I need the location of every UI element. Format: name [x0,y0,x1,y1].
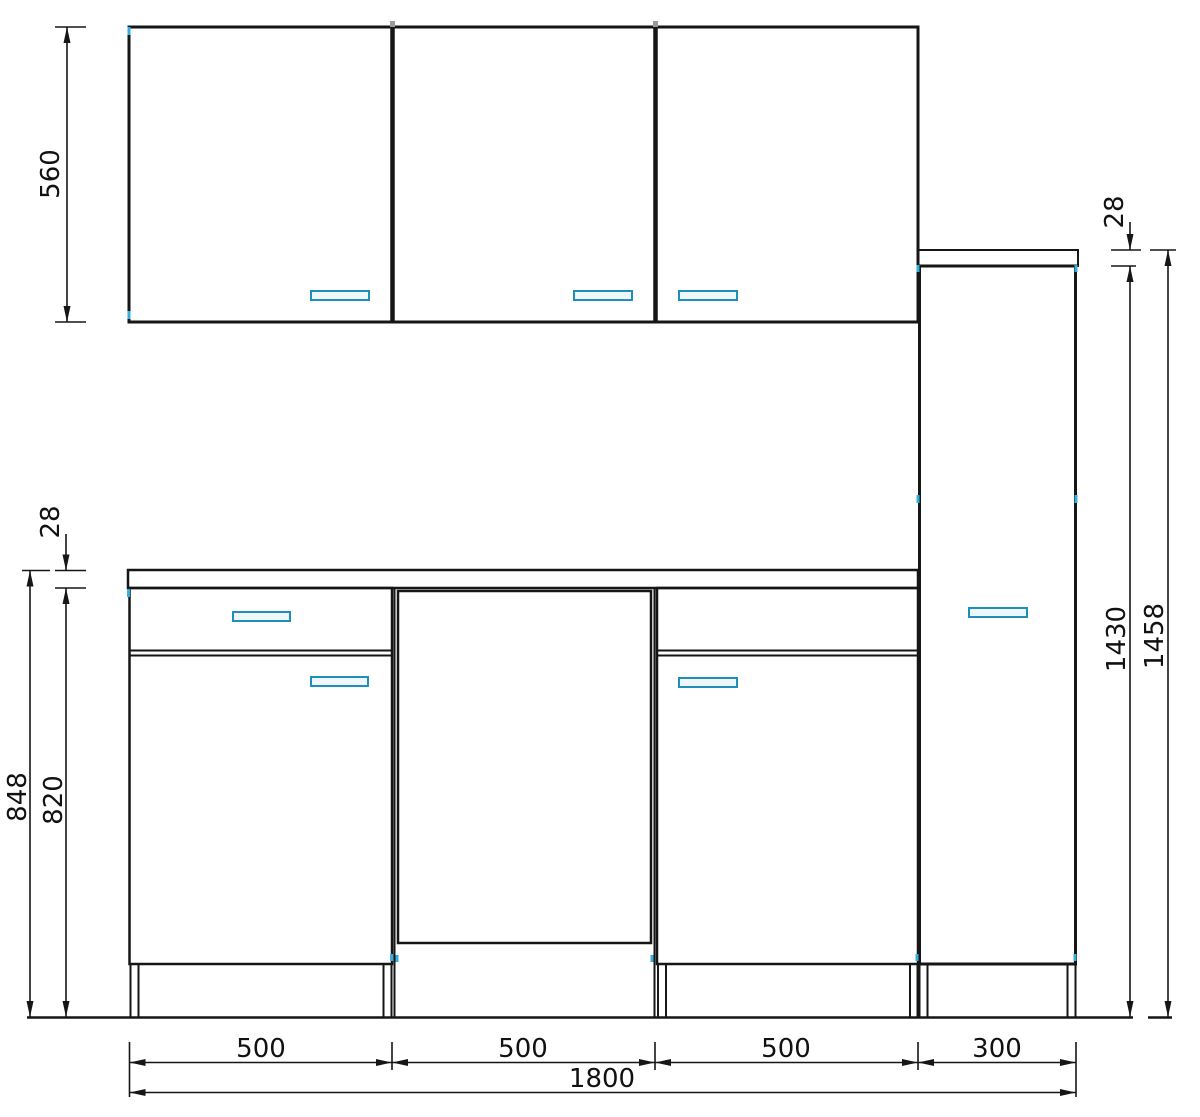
arrowhead-up [26,570,34,587]
arrowhead-down [1164,1001,1172,1017]
wall-door-1-handle [310,290,370,301]
base-cabinet-1-outline [128,586,394,966]
wall-cabinet-row [127,25,920,324]
dimension-label-560: 560 [36,149,66,199]
base-cabinet-2-sides [393,588,656,1017]
dimension-label-1800: 1800 [569,1064,635,1094]
dimension-worktop-total-height: 848 [3,569,50,1017]
dimension-tall-carcass-height: 1430 [1102,266,1134,1017]
base-cabinet-3-drawer-line [657,649,918,657]
arrowhead-left [655,1059,671,1066]
base-cabinet-2-appliance-niche [393,588,656,1017]
extension-ticks [128,1042,1077,1097]
dimension-total-width: 1800 [129,1064,1076,1096]
dimension-base-unit-height: 820 [39,588,70,1017]
arrowhead-left [918,1059,934,1066]
arrowhead-down [63,306,71,322]
base-cabinet-1-drawer-line [129,649,392,657]
vertex-mark [915,954,919,961]
base-cabinet-3-outline [655,586,920,966]
arrowhead-down [62,1001,70,1017]
arrowhead-up [1126,266,1134,282]
wall-door-3-handle [678,290,738,301]
dimension-line [1150,249,1176,1017]
arrowhead-down [1126,1001,1134,1017]
vertex-mark [127,27,131,35]
base-cabinet-1-drawer-handle [232,611,291,622]
arrowhead-right [1060,1059,1076,1066]
dimension-line [55,534,86,589]
tall-cabinet-body [918,264,1077,966]
worktop [126,568,920,590]
vertex-mark [1074,495,1078,503]
dimension-label-500-1: 500 [236,1034,286,1064]
base-cabinet-1-door-handle [310,676,369,687]
vertex-mark [650,955,654,962]
base-cabinet-2-opening [396,589,653,945]
dimension-label-28-right: 28 [1100,195,1130,228]
base-cabinet-3 [655,586,920,1017]
tall-cabinet-handle [968,607,1028,618]
dimension-tall-total-height: 1458 [1140,249,1176,1017]
cad-vertex-marks [127,21,1078,962]
vertex-mark [395,955,399,962]
vertex-mark [1073,954,1077,961]
tall-cabinet [917,249,1079,1017]
dimension-label-500-3: 500 [761,1034,811,1064]
dimension-label-1458: 1458 [1140,603,1170,669]
arrowhead-up [62,588,70,604]
vertex-mark [653,21,658,27]
dimension-label-300: 300 [972,1034,1022,1064]
arrowhead-right [639,1059,655,1066]
arrowhead-down [62,554,70,571]
base-cabinet-1 [128,586,394,1017]
arrowhead-left [392,1059,408,1066]
arrowhead-up [63,27,71,43]
dimension-line [22,569,50,1017]
arrowhead-right [1060,1089,1076,1096]
tall-cabinet-legs [918,964,1077,1017]
vertex-mark [390,954,393,961]
base-cabinet-1-legs [129,964,393,1017]
base-cabinet-3-legs [657,964,919,1017]
vertex-mark [127,311,131,319]
base-cabinet-3-door-handle [678,677,738,688]
vertex-mark [916,265,920,272]
dimension-label-1430: 1430 [1102,606,1132,672]
vertex-mark [127,589,130,597]
vertex-mark [390,21,395,27]
dimension-unit-widths: 500 500 500 300 [128,1034,1077,1097]
arrowhead-right [376,1059,392,1066]
dimension-worktop-thickness: 28 [36,505,86,589]
tall-cabinet-top-panel [917,249,1079,267]
dimension-line [55,26,86,323]
dimension-label-28-left: 28 [36,505,66,538]
dimension-label-848: 848 [3,772,33,822]
wall-door-2-handle [573,290,633,301]
arrowhead-up [1164,250,1172,266]
arrowhead-down [26,1001,34,1017]
dimension-label-820: 820 [39,775,69,825]
dimension-label-500-2: 500 [498,1034,548,1064]
arrowhead-left [129,1089,146,1096]
arrowhead-left [129,1059,146,1066]
arrowhead-down [1126,234,1134,250]
dimension-wall-cabinet-height: 560 [36,26,86,323]
wall-cabinet-door-dividers [390,27,658,322]
dimension-tall-top-thickness: 28 [1100,195,1141,267]
vertex-mark [916,495,920,503]
wall-cabinet-outline [127,25,920,324]
vertex-mark [1074,265,1078,272]
arrowhead-right [902,1059,918,1066]
